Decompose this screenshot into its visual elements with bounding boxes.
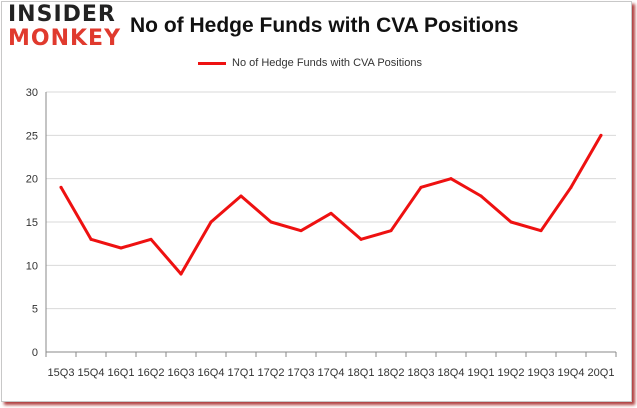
data-point-18: [599, 133, 603, 137]
data-point-7: [269, 220, 273, 224]
series-line: [59, 133, 603, 276]
logo-top-text: INSIDER: [8, 2, 116, 27]
chart-legend: No of Hedge Funds with CVA Positions: [198, 57, 422, 69]
data-point-10: [359, 237, 363, 241]
x-tick-label-5: 16Q4: [198, 367, 225, 379]
data-point-17: [569, 185, 573, 189]
x-tick-label-3: 16Q2: [138, 367, 165, 379]
data-point-8: [299, 229, 303, 233]
data-point-4: [179, 272, 183, 276]
x-tick-label-18: 20Q1: [588, 367, 615, 379]
data-point-12: [419, 185, 423, 189]
x-tick-label-15: 19Q2: [498, 367, 525, 379]
x-tick-label-1: 15Q4: [78, 367, 105, 379]
x-tick-label-10: 18Q1: [348, 367, 375, 379]
y-tick-label-1: 5: [32, 304, 38, 316]
x-tick-label-8: 17Q3: [288, 367, 315, 379]
chart-frame: [1, 1, 632, 402]
x-tick-label-12: 18Q3: [408, 367, 435, 379]
x-tick-label-17: 19Q4: [558, 367, 585, 379]
data-point-11: [389, 229, 393, 233]
y-tick-label-5: 25: [26, 130, 38, 142]
y-tick-label-6: 30: [26, 87, 38, 99]
x-tick-label-16: 19Q3: [528, 367, 555, 379]
x-tick-label-11: 18Q2: [378, 367, 405, 379]
logo-bottom-text: MONKEY: [8, 26, 122, 51]
data-point-2: [119, 246, 123, 250]
data-point-9: [329, 211, 333, 215]
y-tick-label-0: 0: [32, 347, 38, 359]
y-tick-label-3: 15: [26, 217, 38, 229]
data-point-16: [539, 229, 543, 233]
legend-swatch: [198, 61, 226, 65]
x-tick-label-6: 17Q1: [228, 367, 255, 379]
data-point-3: [149, 237, 153, 241]
y-tick-label-2: 10: [26, 260, 38, 272]
data-point-15: [509, 220, 513, 224]
x-tick-label-9: 17Q4: [318, 367, 345, 379]
y-tick-label-4: 20: [26, 174, 38, 186]
insider-monkey-logo: INSIDER MONKEY: [8, 4, 121, 50]
x-tick-label-2: 16Q1: [108, 367, 135, 379]
data-point-14: [479, 194, 483, 198]
x-tick-label-4: 16Q3: [168, 367, 195, 379]
chart-title: No of Hedge Funds with CVA Positions: [130, 14, 519, 37]
data-point-13: [449, 177, 453, 181]
legend-label: No of Hedge Funds with CVA Positions: [232, 57, 422, 69]
x-tick-label-0: 15Q3: [48, 367, 75, 379]
x-tick-label-14: 19Q1: [468, 367, 495, 379]
data-point-1: [89, 237, 93, 241]
data-point-6: [239, 194, 243, 198]
x-tick-label-13: 18Q4: [438, 367, 465, 379]
data-point-0: [59, 185, 63, 189]
data-point-5: [209, 220, 213, 224]
x-tick-label-7: 17Q2: [258, 367, 285, 379]
